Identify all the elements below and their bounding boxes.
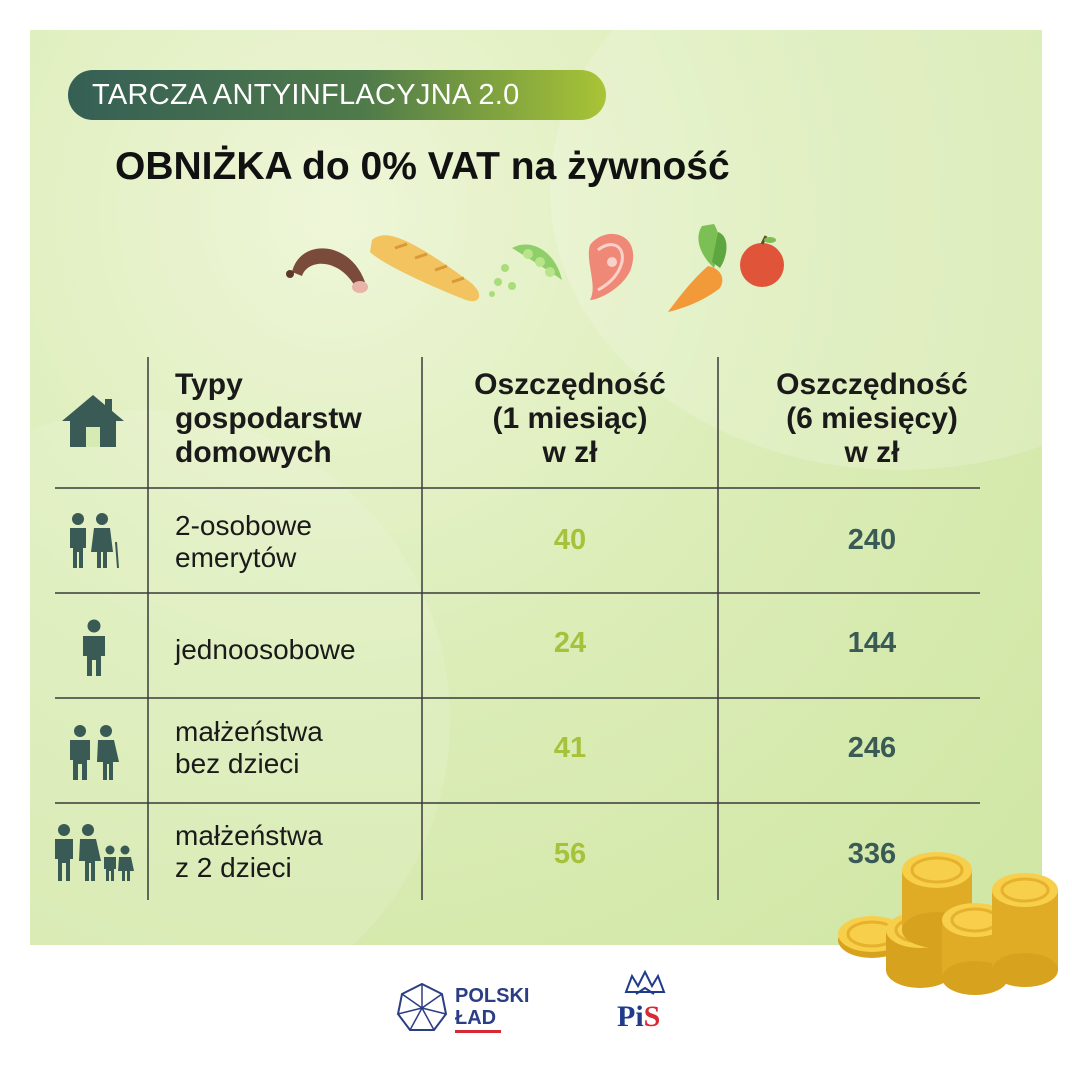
value-six-months: 144 xyxy=(847,627,897,659)
polski-lad-logo-icon xyxy=(396,982,448,1031)
value-one-month: 56 xyxy=(553,838,587,870)
family-icon xyxy=(52,823,134,883)
table-row-label: 2-osobowe emerytów xyxy=(175,510,312,573)
eagle-crown-icon xyxy=(624,969,666,995)
page-title: OBNIŻKA do 0% VAT na żywność xyxy=(115,145,730,188)
header-household-type: Typy gospodarstw domowych xyxy=(175,368,362,469)
house-icon xyxy=(60,393,126,449)
single-person-icon xyxy=(80,619,108,677)
value-one-month: 40 xyxy=(553,524,587,556)
polski-lad-logo-text: POLSKI ŁAD xyxy=(455,985,530,1029)
value-six-months: 336 xyxy=(847,838,897,870)
header-one-month: Oszczędność (1 miesiąc) w zł xyxy=(474,368,666,469)
table-grid xyxy=(55,357,980,900)
value-one-month: 24 xyxy=(553,627,587,659)
couple-icon xyxy=(66,724,122,782)
value-six-months: 246 xyxy=(847,732,897,764)
table-row-label: małżeństwa bez dzieci xyxy=(175,716,323,779)
campaign-badge: TARCZA ANTYINFLACYJNA 2.0 xyxy=(68,70,606,120)
pis-logo: PiS xyxy=(617,1000,661,1033)
value-one-month: 41 xyxy=(553,732,587,764)
table-row-label: jednoosobowe xyxy=(175,634,356,665)
table-row-label: małżeństwa z 2 dzieci xyxy=(175,820,323,883)
polski-lad-underline xyxy=(455,1030,501,1033)
coins-icon xyxy=(838,852,1058,995)
value-six-months: 240 xyxy=(847,524,897,556)
elderly-couple-icon xyxy=(64,512,122,570)
header-six-months: Oszczędność (6 miesięcy) w zł xyxy=(776,368,968,469)
